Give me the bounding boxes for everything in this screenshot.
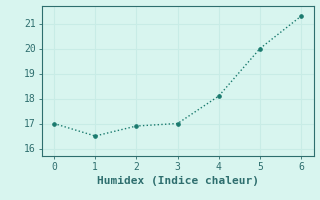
X-axis label: Humidex (Indice chaleur): Humidex (Indice chaleur) [97, 176, 259, 186]
